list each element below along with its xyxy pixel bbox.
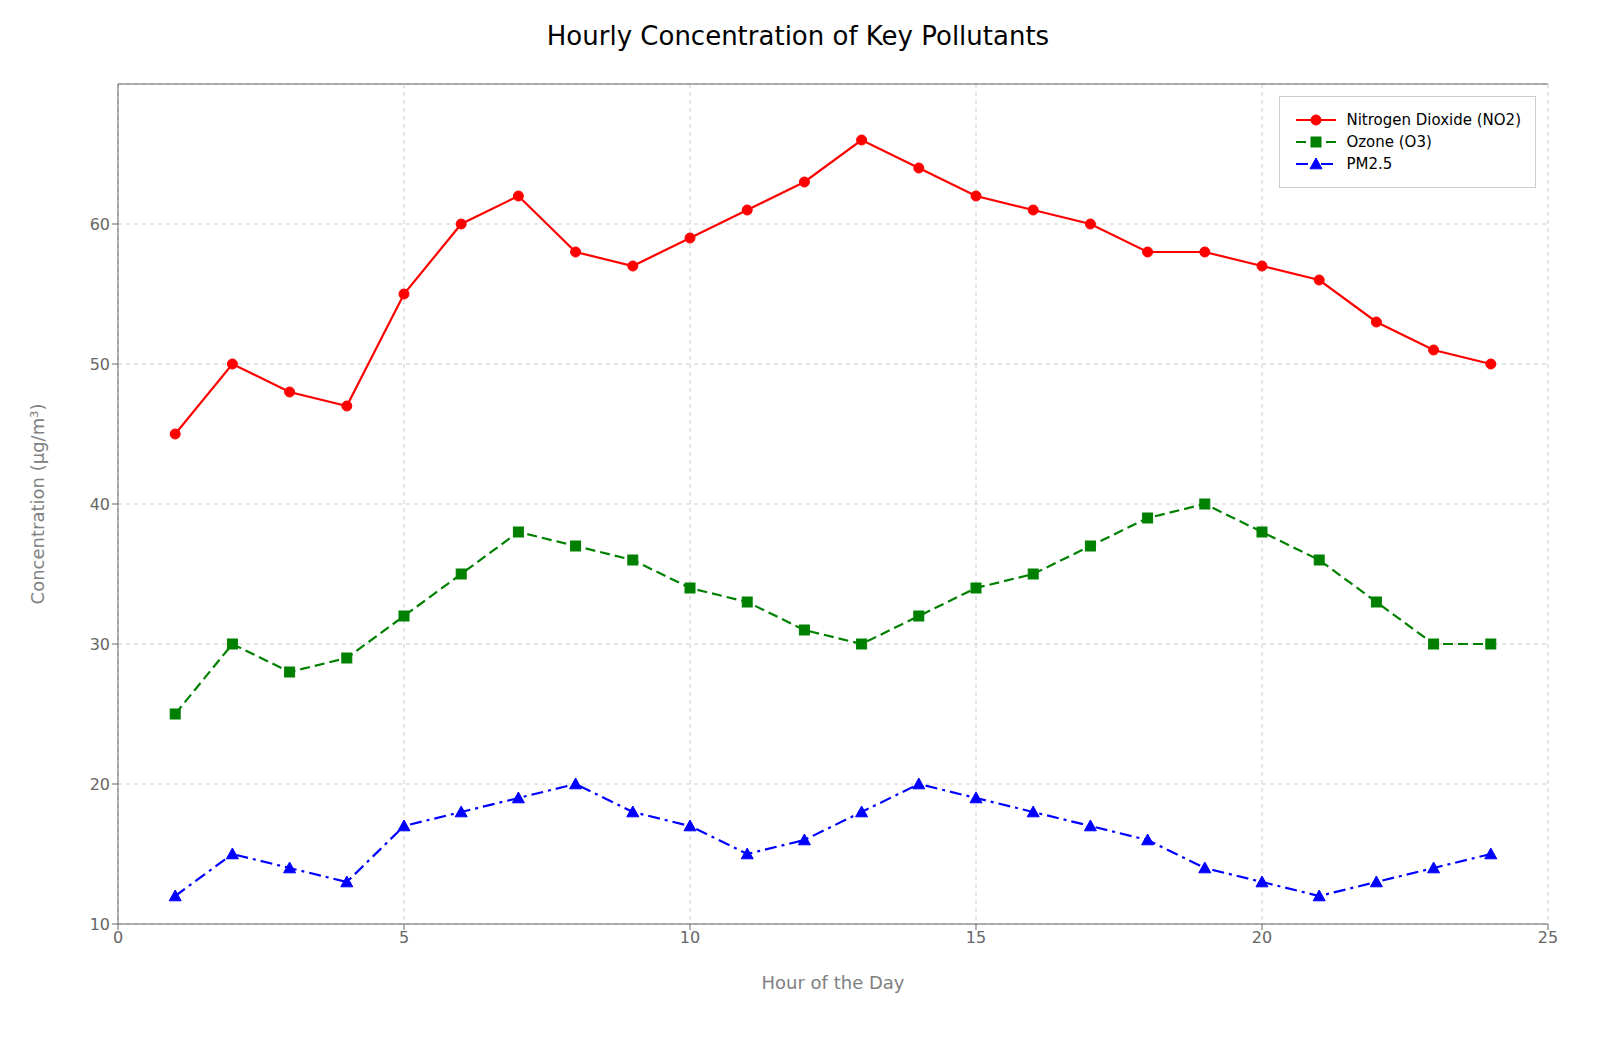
svg-text:Hour of the Day: Hour of the Day xyxy=(762,972,905,993)
svg-text:25: 25 xyxy=(1538,928,1558,947)
svg-text:10: 10 xyxy=(680,928,700,947)
html-text:Hourly Concentration of Key Po: Hourly Concentration of Key Pollutants xyxy=(546,21,1050,51)
svg-text:0: 0 xyxy=(113,928,123,947)
svg-text:5: 5 xyxy=(399,928,409,947)
svg-text:Concentration (μg/m³): Concentration (μg/m³) xyxy=(27,404,48,605)
svg-text:40: 40 xyxy=(90,495,110,514)
svg-text:10: 10 xyxy=(90,915,110,934)
svg-text:60: 60 xyxy=(90,215,110,234)
html-text:Ozone (O3): Ozone (O3) xyxy=(1346,133,1432,151)
svg-text:15: 15 xyxy=(966,928,986,947)
svg-text:20: 20 xyxy=(90,775,110,794)
svg-text:30: 30 xyxy=(90,635,110,654)
svg-text:50: 50 xyxy=(90,355,110,374)
html-text:Nitrogen Dioxide (NO2): Nitrogen Dioxide (NO2) xyxy=(1346,111,1521,129)
svg-text:20: 20 xyxy=(1252,928,1272,947)
html-text:PM2.5: PM2.5 xyxy=(1346,155,1393,173)
